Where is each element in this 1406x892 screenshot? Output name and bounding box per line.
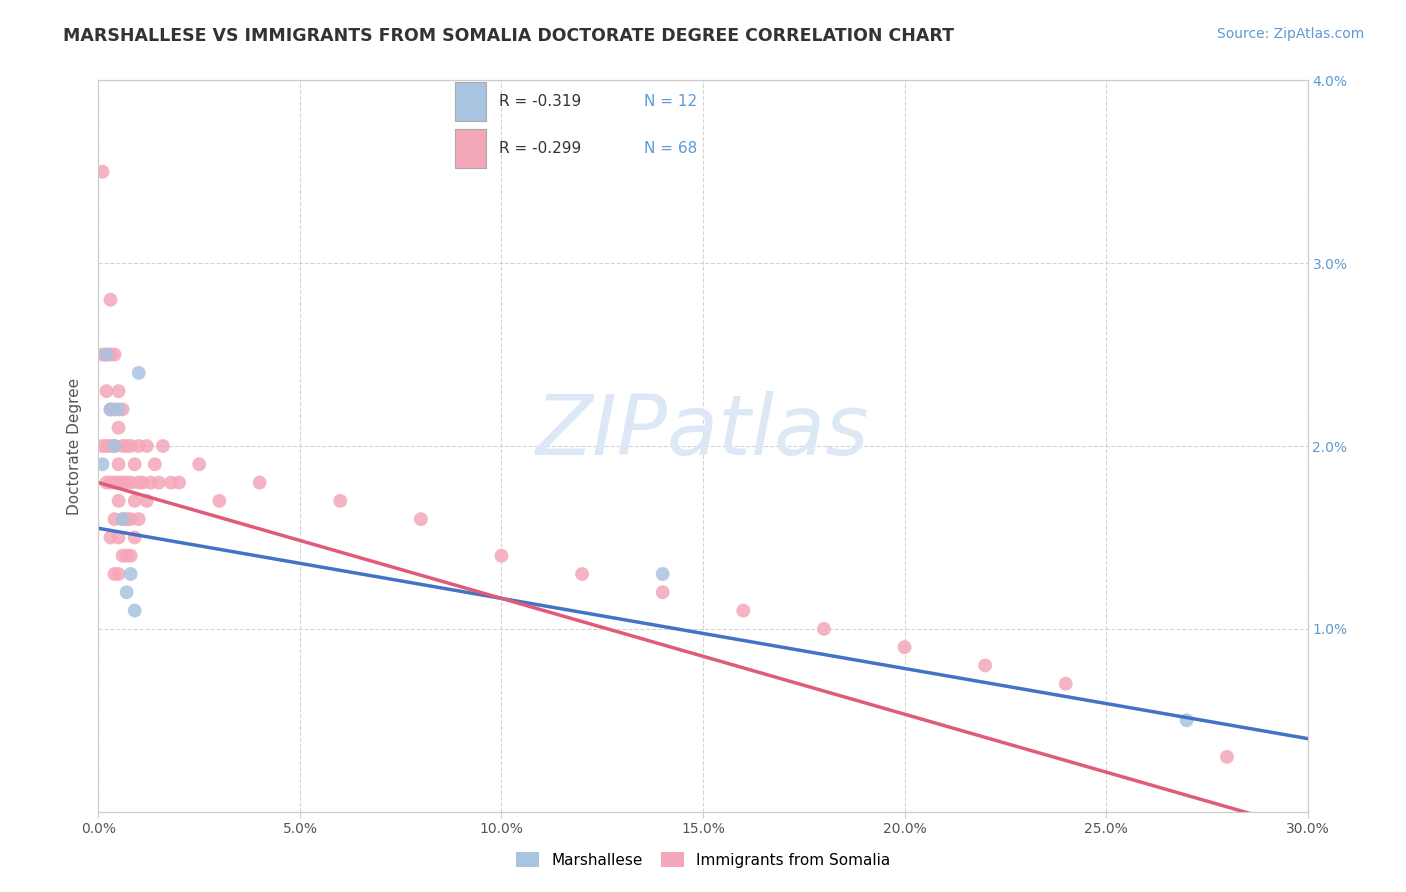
Text: R = -0.299: R = -0.299 — [499, 141, 581, 156]
Point — [96, 347, 118, 362]
Point — [107, 421, 129, 435]
Point — [152, 439, 174, 453]
Point — [249, 475, 271, 490]
Point — [160, 475, 183, 490]
Point — [103, 475, 125, 490]
Point — [128, 512, 150, 526]
Point — [132, 475, 155, 490]
Text: N = 12: N = 12 — [644, 94, 697, 109]
Point — [1054, 676, 1077, 690]
Point — [124, 530, 146, 544]
Point — [111, 512, 134, 526]
Point — [120, 439, 142, 453]
Point — [111, 549, 134, 563]
Point — [208, 494, 231, 508]
Point — [100, 293, 122, 307]
Point — [96, 475, 118, 490]
Point — [120, 475, 142, 490]
Point — [148, 475, 170, 490]
Point — [128, 475, 150, 490]
Point — [128, 366, 150, 380]
Point — [107, 384, 129, 399]
Text: Source: ZipAtlas.com: Source: ZipAtlas.com — [1216, 27, 1364, 41]
Text: MARSHALLESE VS IMMIGRANTS FROM SOMALIA DOCTORATE DEGREE CORRELATION CHART: MARSHALLESE VS IMMIGRANTS FROM SOMALIA D… — [63, 27, 955, 45]
Point — [103, 512, 125, 526]
Point — [571, 567, 593, 582]
Point — [139, 475, 162, 490]
Text: R = -0.319: R = -0.319 — [499, 94, 581, 109]
Point — [115, 585, 138, 599]
Point — [1216, 749, 1239, 764]
Point — [111, 439, 134, 453]
Point — [143, 458, 166, 472]
Point — [893, 640, 915, 655]
Point — [974, 658, 997, 673]
Point — [91, 439, 114, 453]
Point — [651, 567, 673, 582]
Point — [124, 604, 146, 618]
Point — [1175, 714, 1198, 728]
Point — [100, 347, 122, 362]
Point — [733, 604, 755, 618]
Point — [103, 439, 125, 453]
Point — [91, 458, 114, 472]
Bar — [456, 82, 486, 120]
Point — [107, 475, 129, 490]
Point — [103, 402, 125, 417]
Point — [124, 494, 146, 508]
Point — [107, 567, 129, 582]
Text: ZIPatlas: ZIPatlas — [536, 391, 870, 472]
Point — [167, 475, 190, 490]
Point — [409, 512, 432, 526]
Point — [103, 567, 125, 582]
Point — [103, 439, 125, 453]
Point — [120, 512, 142, 526]
Point — [96, 347, 118, 362]
Point — [100, 402, 122, 417]
Point — [107, 402, 129, 417]
Point — [107, 494, 129, 508]
Point — [100, 439, 122, 453]
Point — [111, 512, 134, 526]
Point — [128, 439, 150, 453]
Point — [103, 347, 125, 362]
Point — [111, 475, 134, 490]
Point — [100, 402, 122, 417]
Point — [91, 347, 114, 362]
Point — [96, 384, 118, 399]
Point — [115, 439, 138, 453]
Point — [115, 549, 138, 563]
Point — [120, 549, 142, 563]
Point — [100, 475, 122, 490]
Point — [651, 585, 673, 599]
Point — [813, 622, 835, 636]
Point — [120, 567, 142, 582]
Legend: Marshallese, Immigrants from Somalia: Marshallese, Immigrants from Somalia — [508, 844, 898, 875]
Point — [111, 402, 134, 417]
Point — [115, 475, 138, 490]
Point — [100, 530, 122, 544]
Point — [107, 530, 129, 544]
Point — [115, 512, 138, 526]
Point — [91, 164, 114, 178]
Bar — [456, 129, 486, 168]
Point — [135, 494, 157, 508]
Point — [135, 439, 157, 453]
Point — [107, 458, 129, 472]
Point — [188, 458, 211, 472]
Text: N = 68: N = 68 — [644, 141, 697, 156]
Point — [96, 439, 118, 453]
Point — [124, 458, 146, 472]
Y-axis label: Doctorate Degree: Doctorate Degree — [67, 377, 83, 515]
Point — [491, 549, 513, 563]
Point — [329, 494, 352, 508]
